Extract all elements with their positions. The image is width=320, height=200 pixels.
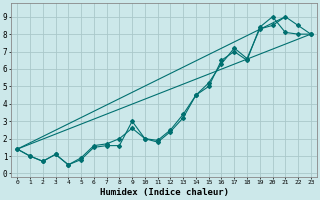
X-axis label: Humidex (Indice chaleur): Humidex (Indice chaleur): [100, 188, 228, 197]
